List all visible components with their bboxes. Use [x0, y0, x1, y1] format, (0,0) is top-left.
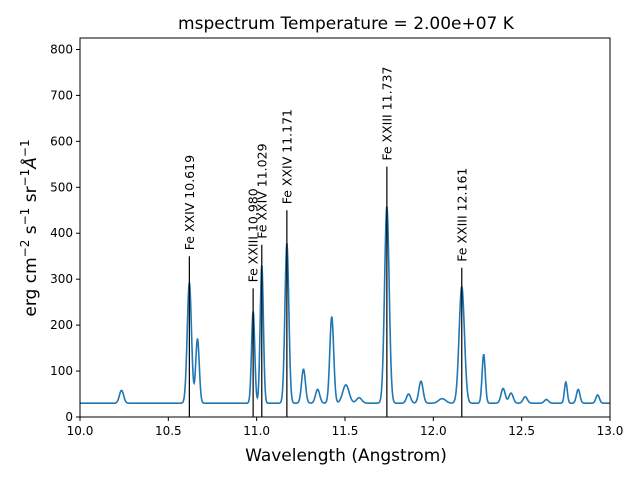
y-tick-label: 700	[50, 88, 73, 102]
x-tick-label: 10.5	[155, 424, 182, 438]
y-tick-label: 600	[50, 134, 73, 148]
x-tick-label: 11.5	[332, 424, 359, 438]
line-label: Fe XXIII 12.161	[454, 168, 469, 262]
x-axis-label: Wavelength (Angstrom)	[245, 446, 447, 466]
y-tick-label: 0	[65, 410, 73, 424]
y-tick-label: 400	[50, 226, 73, 240]
y-tick-label: 300	[50, 272, 73, 286]
y-axis-label: erg cm−2 s−1 sr−1Å−1	[18, 139, 41, 316]
y-tick-label: 100	[50, 364, 73, 378]
spectrum-line	[80, 206, 610, 405]
x-axis: 10.0 10.5 11.0 11.5 12.0 12.5 13.0	[67, 417, 624, 438]
line-label: Fe XXIV 10.619	[182, 155, 197, 250]
x-tick-label: 12.0	[420, 424, 447, 438]
y-axis: 0 100 200 300 400 500 600 700 800	[50, 42, 80, 424]
line-label: Fe XXIV 11.029	[254, 143, 269, 238]
x-tick-label: 12.5	[508, 424, 535, 438]
chart-title: mspectrum Temperature = 2.00e+07 K	[178, 14, 515, 34]
x-tick-label: 13.0	[597, 424, 624, 438]
y-tick-label: 800	[50, 42, 73, 56]
line-label: Fe XXIII 10.980	[246, 188, 261, 282]
y-tick-label: 500	[50, 180, 73, 194]
x-tick-label: 11.0	[243, 424, 270, 438]
x-tick-label: 10.0	[67, 424, 94, 438]
line-label: Fe XXIV 11.171	[279, 109, 294, 204]
plot-frame	[79, 37, 611, 418]
line-label: Fe XXIII 11.737	[379, 67, 394, 161]
y-tick-label: 200	[50, 318, 73, 332]
